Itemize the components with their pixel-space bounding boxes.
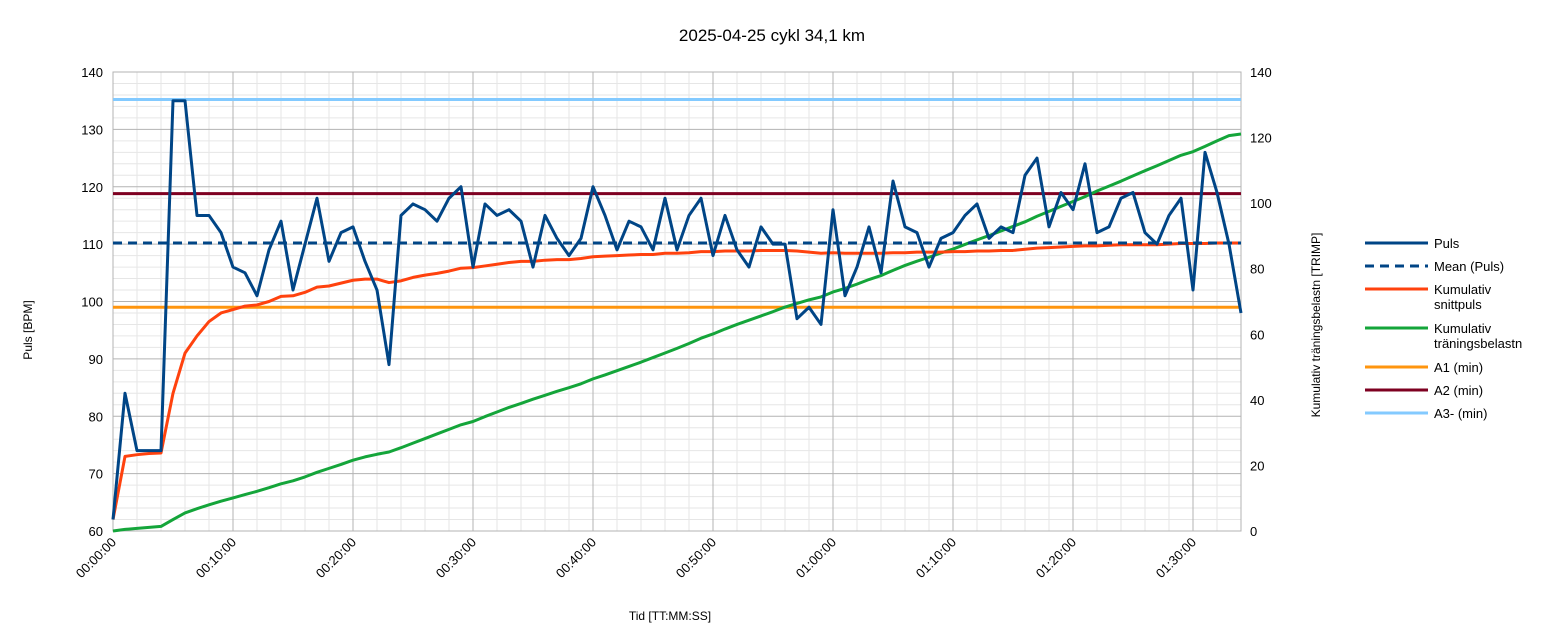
legend-item: Kumulativ träningsbelastn	[1365, 321, 1522, 351]
legend-item: A2 (min)	[1365, 383, 1483, 398]
legend-item: Mean (Puls)	[1365, 259, 1504, 274]
y-axis-left-ticks: 60 70 80 90 100 110 120 130 140	[81, 65, 103, 539]
legend-label: Mean (Puls)	[1434, 259, 1504, 274]
legend-label: A2 (min)	[1434, 383, 1483, 398]
legend-label: Kumulativ träningsbelastn	[1434, 321, 1522, 351]
legend-label: A3- (min)	[1434, 406, 1487, 421]
y-tick-label: 70	[89, 467, 103, 482]
y2-tick-label: 20	[1250, 458, 1264, 473]
chart-title: 2025-04-25 cykl 34,1 km	[679, 26, 865, 45]
y-tick-label: 80	[89, 409, 103, 424]
series-line-kumulativ-tr-ningsbelastn	[112, 132, 1242, 533]
y2-tick-label: 140	[1250, 65, 1272, 80]
x-tick-label: 00:50:00	[673, 535, 719, 581]
legend-label: Kumulativ snittpuls	[1434, 282, 1492, 312]
x-tick-label: 01:20:00	[1033, 535, 1079, 581]
legend-item: A1 (min)	[1365, 360, 1483, 375]
y-tick-label: 120	[81, 180, 103, 195]
y-tick-label: 100	[81, 295, 103, 310]
y2-tick-label: 0	[1250, 524, 1257, 539]
series-line-kumulativ-snittpuls	[111, 241, 1241, 520]
legend-item: Kumulativ snittpuls	[1365, 282, 1492, 312]
x-tick-label: 00:40:00	[553, 535, 599, 581]
x-tick-label: 00:00:00	[73, 535, 119, 581]
x-axis-ticks: 00:00:00 00:10:00 00:20:00 00:30:00 00:40:00…	[73, 535, 1199, 581]
y2-tick-label: 60	[1250, 327, 1264, 342]
y-tick-label: 60	[89, 524, 103, 539]
legend-item: Puls	[1365, 236, 1460, 251]
x-tick-label: 01:10:00	[913, 535, 959, 581]
y-tick-label: 140	[81, 65, 103, 80]
legend-label: Puls	[1434, 236, 1460, 251]
series-layer	[111, 98, 1243, 533]
y-tick-label: 90	[89, 352, 103, 367]
y-axis-right-title: Kumulativ träningsbelastn [TRIMP]	[1309, 233, 1323, 418]
y2-tick-label: 80	[1250, 262, 1264, 277]
legend-item: A3- (min)	[1365, 406, 1487, 421]
x-tick-label: 01:00:00	[793, 535, 839, 581]
legend-label: A1 (min)	[1434, 360, 1483, 375]
y2-tick-label: 100	[1250, 196, 1272, 211]
y-axis-right-ticks: 0 20 40 60 80 100 120 140	[1250, 65, 1272, 539]
legend: Puls Mean (Puls) Kumulativ snittpuls Kumulat…	[1365, 236, 1522, 421]
plot-border	[112, 71, 1242, 532]
y-tick-label: 110	[82, 237, 103, 252]
x-axis-title: Tid [TT:MM:SS]	[629, 609, 711, 623]
x-tick-label: 00:10:00	[193, 535, 239, 581]
y-tick-label: 130	[81, 122, 103, 137]
x-tick-label: 01:30:00	[1153, 535, 1199, 581]
x-tick-label: 00:20:00	[313, 535, 359, 581]
x-tick-label: 00:30:00	[433, 535, 479, 581]
y2-tick-label: 120	[1250, 131, 1272, 146]
series-line-puls	[111, 99, 1243, 520]
y2-tick-label: 40	[1250, 393, 1264, 408]
y-axis-left-title: Puls [BPM]	[21, 300, 35, 359]
